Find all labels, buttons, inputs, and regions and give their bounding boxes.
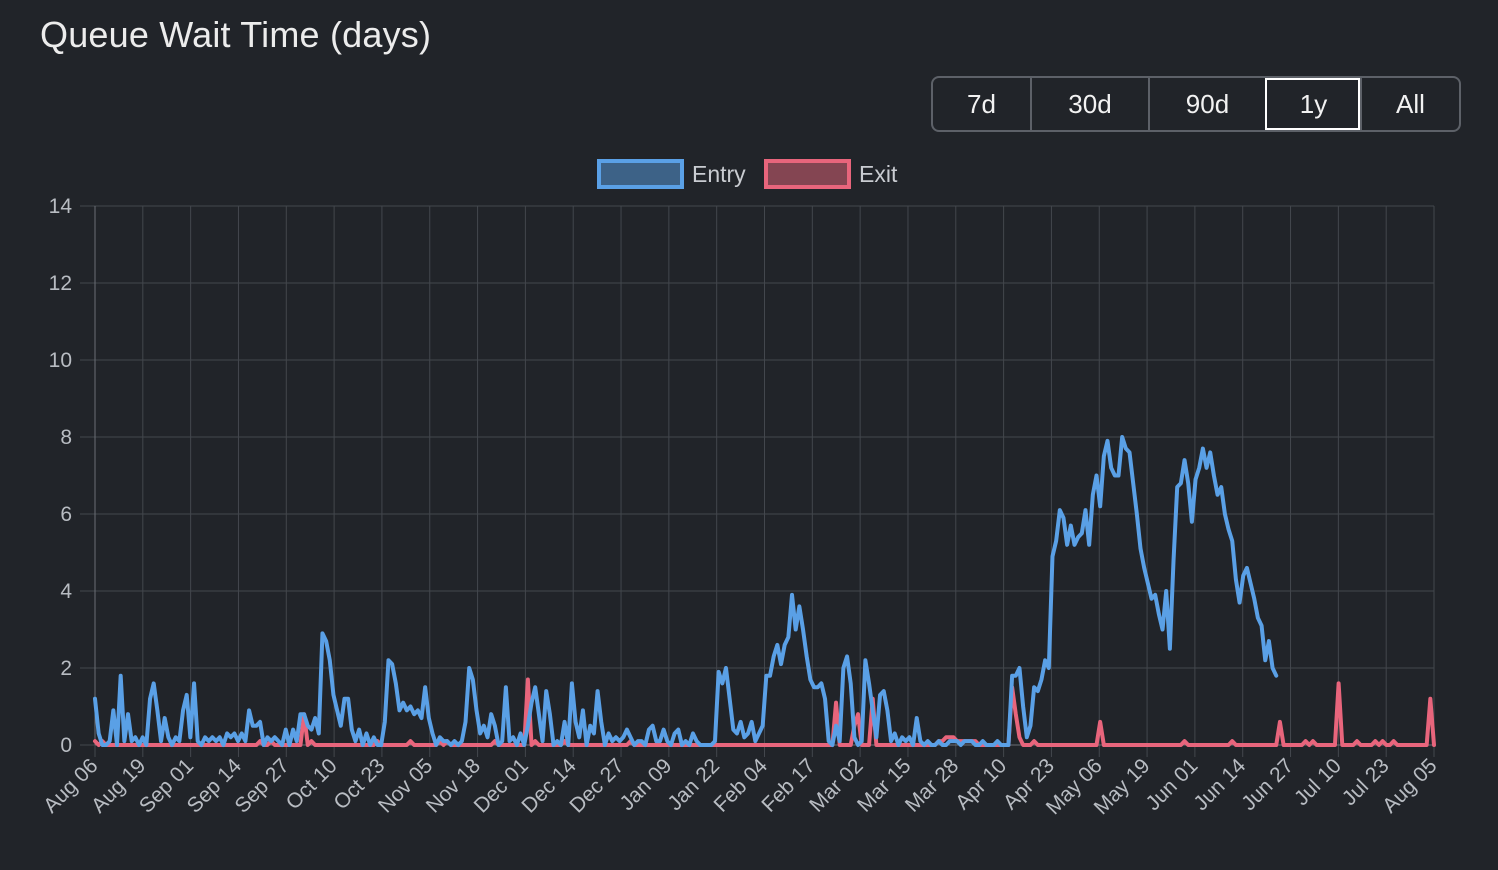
y-tick-label: 0 <box>60 734 72 757</box>
x-tick-label: Jan 09 <box>616 754 677 815</box>
x-tick-label: Jun 14 <box>1189 754 1250 815</box>
x-tick-label: Feb 17 <box>757 754 820 817</box>
series-line-entry[interactable] <box>93 435 1279 747</box>
x-tick-label: Jul 10 <box>1290 754 1346 810</box>
legend-label-exit: Exit <box>859 161 898 187</box>
y-tick-label: 2 <box>60 657 72 680</box>
y-tick-label: 10 <box>49 349 72 372</box>
x-tick-label: Jun 01 <box>1142 754 1203 815</box>
y-tick-label: 6 <box>60 503 72 526</box>
chart-grid <box>80 205 1435 757</box>
series-line-exit[interactable] <box>93 677 1436 747</box>
legend-label-entry: Entry <box>692 161 746 187</box>
y-tick-label: 12 <box>49 272 72 295</box>
legend-swatch-exit <box>764 159 851 189</box>
legend-swatch-entry <box>597 159 684 189</box>
x-tick-label: Apr 10 <box>951 754 1011 814</box>
y-tick-label: 8 <box>60 426 72 449</box>
range-30d-button[interactable]: 30d <box>1030 78 1148 130</box>
chart-series <box>93 435 1436 747</box>
time-range-selector: 7d 30d 90d 1y All <box>931 76 1461 132</box>
legend-item-entry[interactable]: Entry <box>597 159 746 189</box>
x-tick-label: Mar 15 <box>853 754 915 816</box>
x-tick-label: Mar 28 <box>901 754 963 816</box>
legend-item-exit[interactable]: Exit <box>764 159 898 189</box>
range-7d-button[interactable]: 7d <box>933 78 1030 130</box>
x-tick-label: Dec 27 <box>565 754 628 817</box>
x-tick-label: Sep 27 <box>230 754 293 817</box>
y-tick-label: 14 <box>49 195 73 218</box>
range-90d-button[interactable]: 90d <box>1148 78 1265 130</box>
y-tick-label: 4 <box>60 580 72 603</box>
range-all-button[interactable]: All <box>1360 78 1459 130</box>
page-title: Queue Wait Time (days) <box>40 14 432 55</box>
range-1y-button[interactable]: 1y <box>1265 78 1360 130</box>
x-tick-label: Oct 10 <box>282 754 342 814</box>
chart-legend: Entry Exit <box>597 159 898 189</box>
x-tick-label: Mar 02 <box>805 754 867 816</box>
x-tick-label: Jun 27 <box>1237 754 1298 815</box>
x-tick-label: Aug 05 <box>1378 754 1441 817</box>
